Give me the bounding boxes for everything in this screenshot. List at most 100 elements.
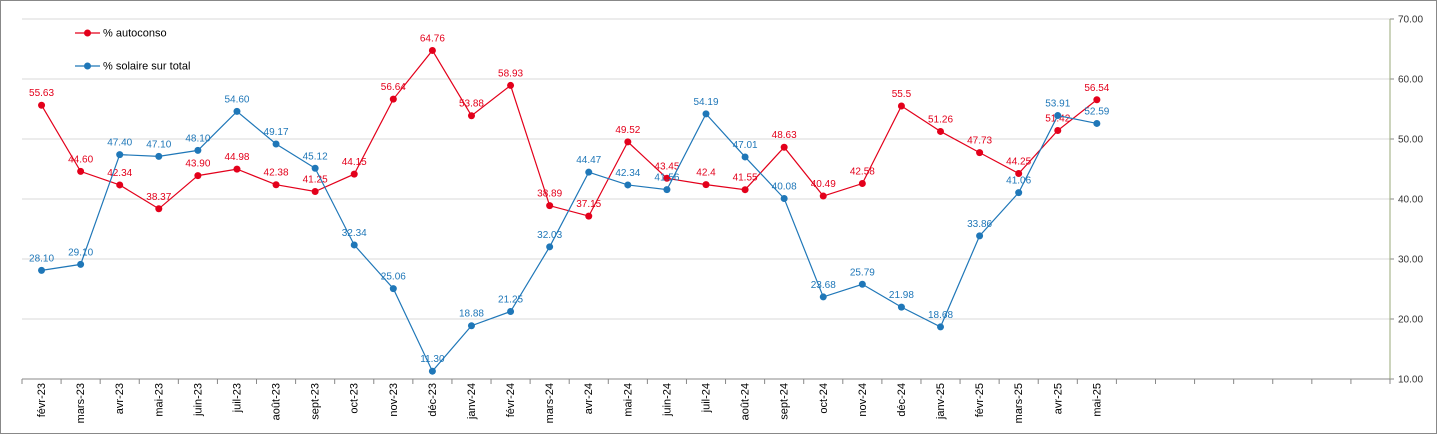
data-point (155, 152, 163, 160)
data-label: 43.45 (654, 161, 679, 172)
data-point (741, 186, 749, 194)
data-label: 58.93 (498, 68, 523, 79)
data-label: 44.15 (342, 157, 367, 168)
x-tick-label: mai-24 (622, 383, 634, 417)
data-label: 32.03 (537, 230, 562, 241)
x-tick-label: mars-23 (75, 383, 87, 423)
data-label: 51.26 (928, 114, 953, 125)
data-label: 41.56 (654, 173, 679, 184)
data-label: 42.58 (850, 167, 875, 178)
data-point (702, 110, 710, 118)
data-label: 53.91 (1045, 99, 1070, 110)
x-tick-label: févr-23 (36, 383, 48, 417)
x-tick-label: août-23 (271, 383, 283, 420)
data-point (350, 170, 358, 178)
data-point (38, 266, 46, 274)
data-point (467, 322, 475, 330)
data-point (1093, 96, 1101, 104)
data-point (311, 164, 319, 172)
data-point (38, 101, 46, 109)
data-label: 55.5 (892, 89, 912, 100)
data-point (702, 181, 710, 189)
data-point (194, 172, 202, 180)
data-label: 48.63 (772, 130, 797, 141)
data-point (1015, 189, 1023, 197)
x-tick-label: juin-23 (192, 383, 204, 417)
x-tick-label: mai-25 (1091, 383, 1103, 417)
data-point (819, 293, 827, 301)
data-label: 25.06 (381, 272, 406, 283)
data-point (155, 205, 163, 213)
x-tick-label: févr-25 (974, 383, 986, 417)
data-label: 56.64 (381, 82, 406, 93)
y-tick-label: 30.00 (1398, 255, 1423, 266)
data-label: 38.89 (537, 189, 562, 200)
data-label: 42.34 (107, 168, 132, 179)
legend-label: % solaire sur total (103, 61, 190, 73)
data-label: 28.10 (29, 253, 54, 264)
data-point (272, 181, 280, 189)
x-tick-label: sept-24 (779, 383, 791, 420)
data-label: 55.63 (29, 88, 54, 99)
data-label: 18.68 (928, 310, 953, 321)
data-label: 47.40 (107, 138, 132, 149)
y-tick-label: 10.00 (1398, 375, 1423, 386)
data-label: 44.47 (576, 155, 601, 166)
data-point (350, 241, 358, 249)
data-point (507, 308, 515, 315)
data-label: 38.37 (146, 192, 171, 203)
x-tick-label: juil-23 (231, 383, 243, 413)
series-line (41, 110, 1097, 373)
x-tick-label: nov-23 (388, 383, 400, 417)
data-point (77, 167, 85, 175)
data-point (467, 112, 475, 120)
data-label: 40.49 (811, 179, 836, 190)
x-tick-label: juil-24 (701, 383, 713, 413)
data-label: 47.01 (733, 140, 758, 151)
data-label: 42.4 (696, 168, 716, 179)
data-label: 32.34 (342, 228, 367, 239)
legend-marker (84, 29, 91, 37)
data-label: 52.59 (1084, 106, 1109, 117)
data-label: 42.34 (615, 168, 640, 179)
data-point (428, 46, 436, 54)
data-point (116, 181, 124, 189)
data-point (780, 143, 788, 151)
data-label: 42.38 (264, 168, 289, 179)
data-label: 56.54 (1084, 83, 1109, 94)
data-point (624, 181, 632, 189)
data-label: 48.10 (185, 133, 210, 144)
data-label: 64.76 (420, 33, 445, 44)
data-point (819, 192, 827, 200)
data-point (194, 146, 202, 154)
data-point (546, 243, 554, 251)
x-tick-label: août-24 (740, 383, 752, 420)
data-label: 44.98 (224, 152, 249, 163)
y-tick-label: 40.00 (1398, 195, 1423, 206)
data-label: 21.25 (498, 295, 523, 306)
data-point (428, 367, 436, 375)
data-point (585, 168, 593, 176)
x-tick-label: avr-23 (114, 383, 126, 414)
data-point (233, 165, 241, 173)
data-label: 25.79 (850, 267, 875, 278)
data-label: 54.60 (224, 94, 249, 105)
data-point (937, 127, 945, 135)
data-label: 44.25 (1006, 157, 1031, 168)
data-point (858, 180, 866, 188)
data-point (1015, 170, 1023, 177)
data-label: 23.68 (811, 280, 836, 291)
data-point (585, 212, 593, 220)
x-tick-label: juin-24 (661, 383, 673, 417)
data-label: 18.88 (459, 309, 484, 320)
data-label: 45.12 (303, 151, 328, 162)
data-label: 21.98 (889, 290, 914, 301)
x-tick-label: févr-24 (505, 383, 517, 417)
x-tick-label: avr-25 (1052, 383, 1064, 414)
data-label: 41.25 (303, 175, 328, 186)
data-point (663, 174, 671, 182)
x-tick-label: oct-23 (349, 383, 361, 414)
data-point (311, 188, 319, 195)
data-point (937, 323, 945, 331)
